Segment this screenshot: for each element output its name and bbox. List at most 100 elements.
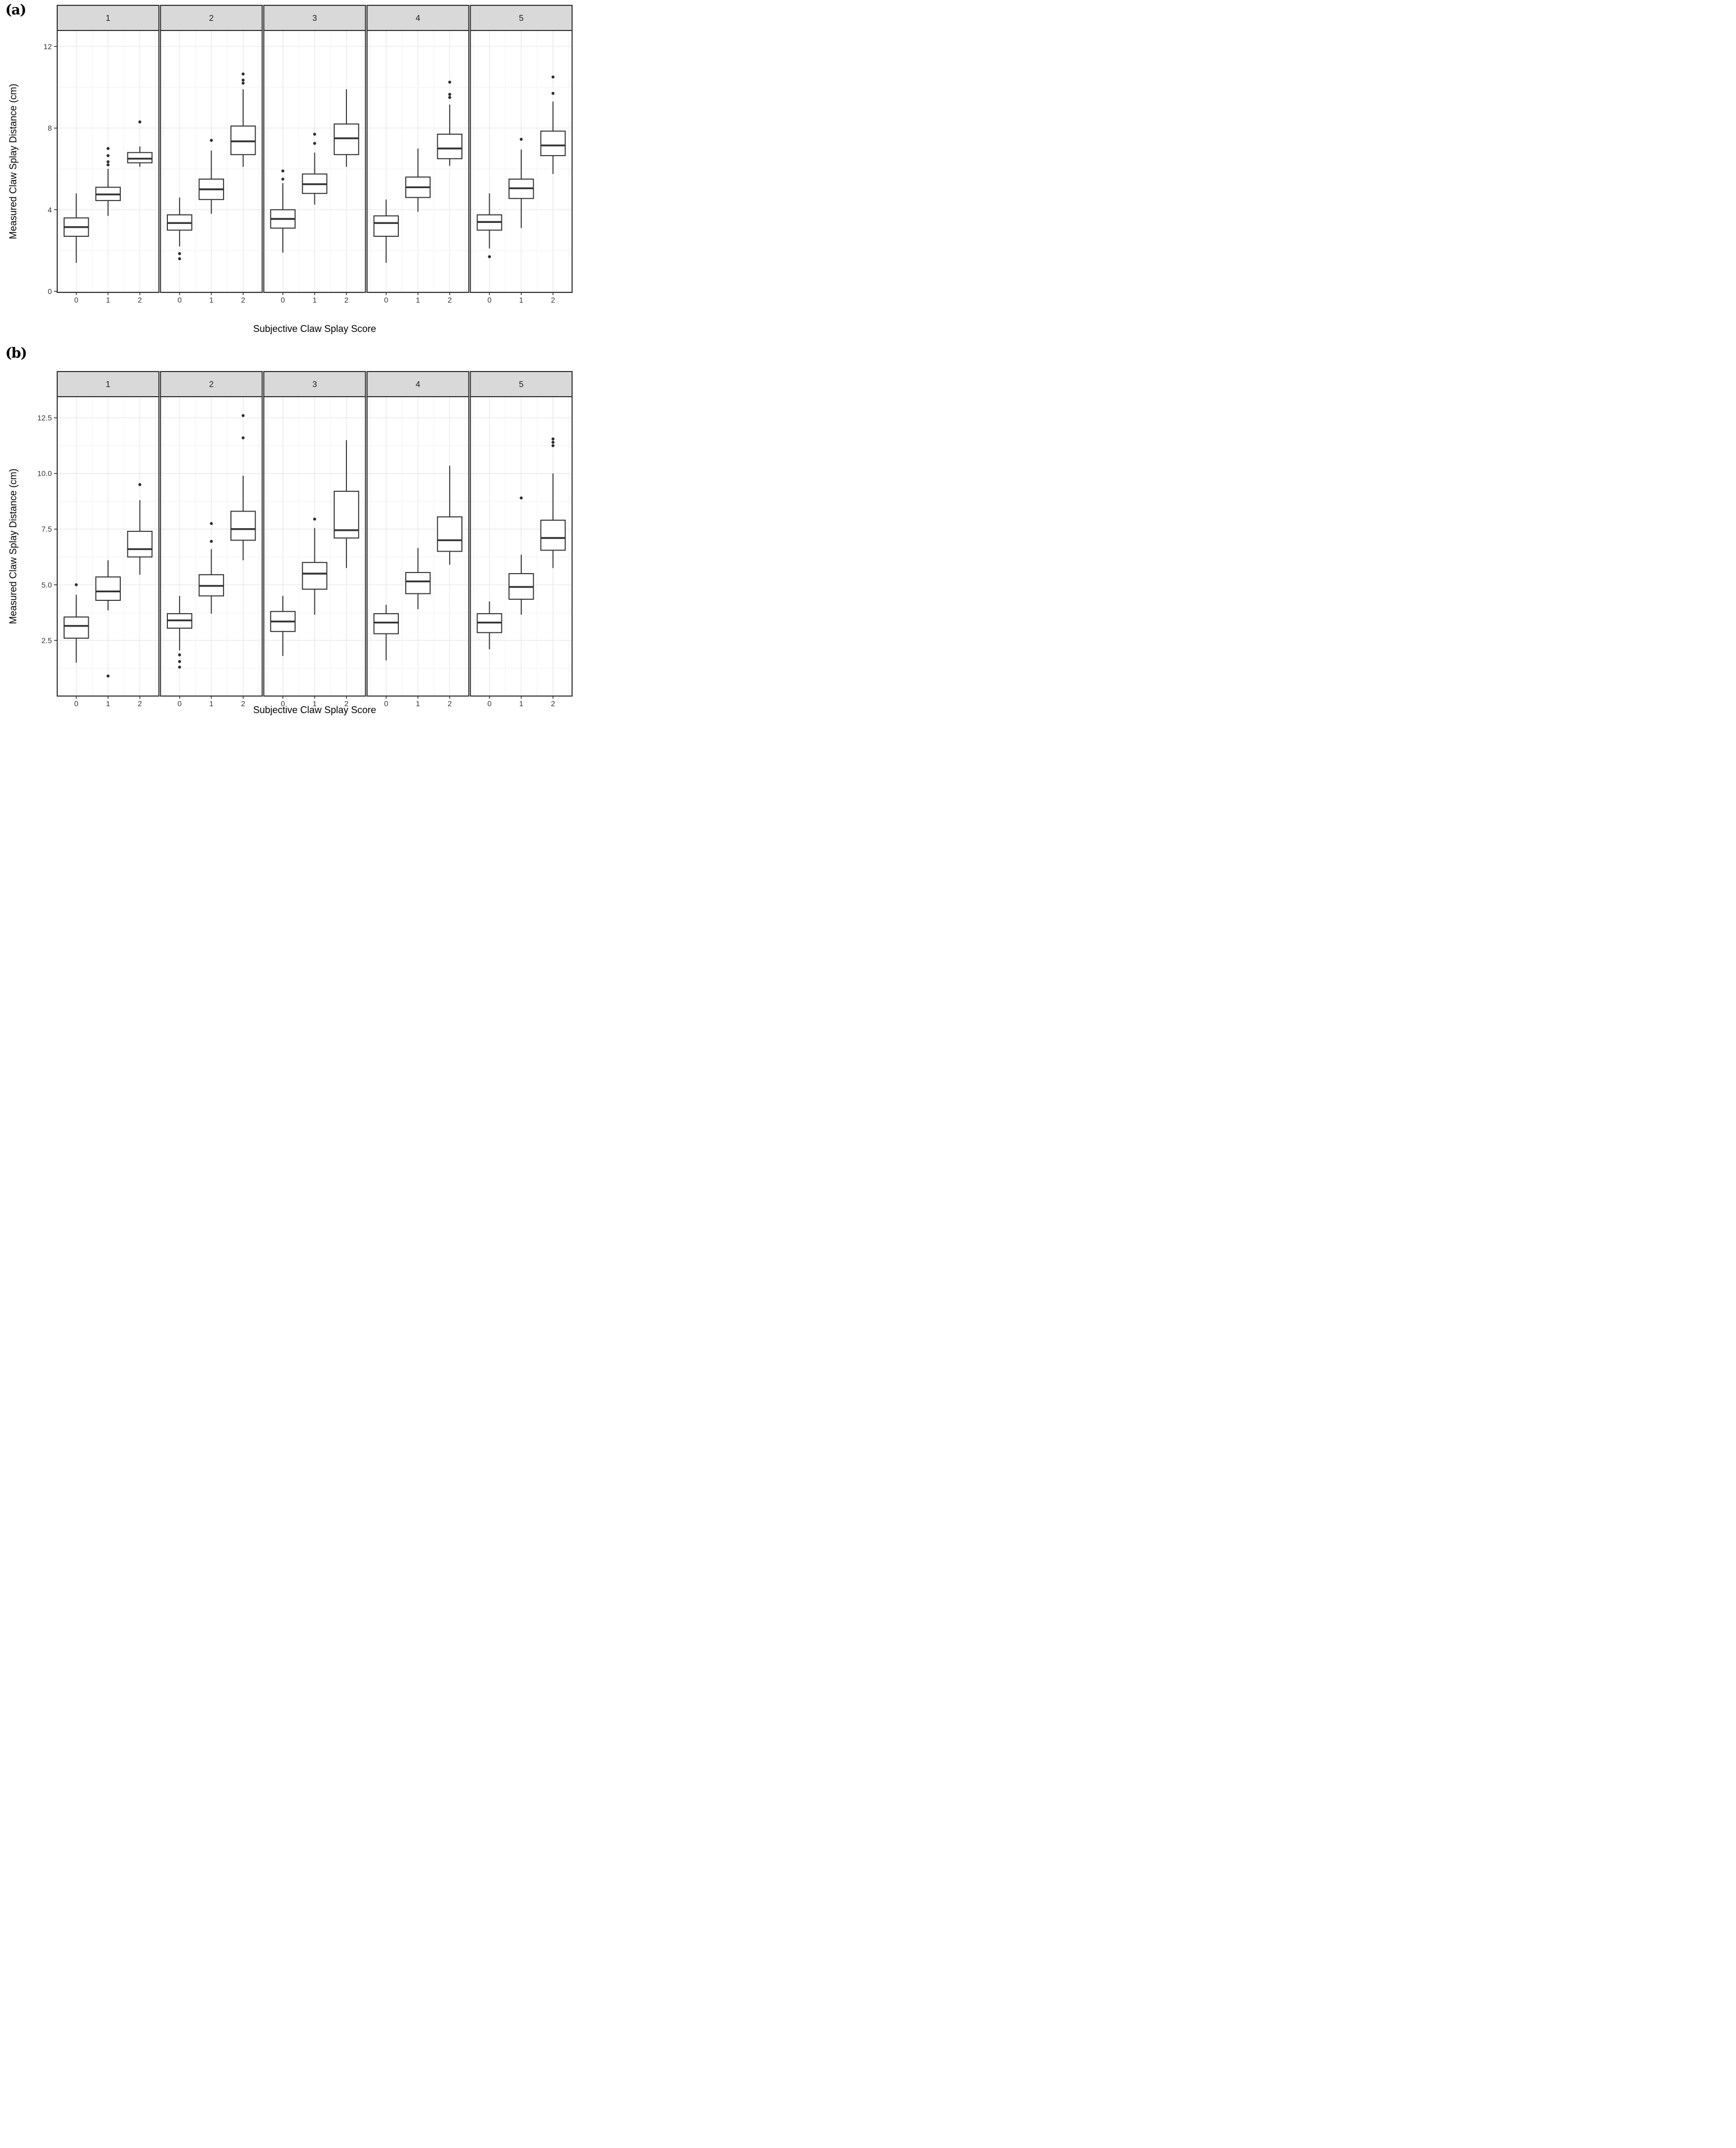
facet-strip-label: 5 xyxy=(519,380,524,389)
x-tick-label: 1 xyxy=(106,296,110,304)
outlier-point xyxy=(106,146,110,150)
outlier-point xyxy=(210,138,213,142)
outlier-point xyxy=(448,92,451,96)
boxplot-box xyxy=(63,616,89,639)
x-tick-label: 1 xyxy=(313,699,317,708)
outlier-point xyxy=(241,72,245,76)
x-tick-label: 2 xyxy=(344,296,349,304)
outlier-point xyxy=(106,160,110,164)
x-tick-label: 1 xyxy=(519,296,523,304)
outlier-point xyxy=(551,441,555,444)
y-tick-label: 12 xyxy=(43,42,52,51)
outlier-point xyxy=(241,81,245,85)
x-tick-label: 0 xyxy=(74,296,79,304)
x-tick-label: 2 xyxy=(241,296,245,304)
facet-strip xyxy=(263,5,366,31)
facet-strip xyxy=(57,371,160,397)
facet-strip xyxy=(469,5,573,31)
x-tick-label: 2 xyxy=(241,699,245,708)
boxplot-box xyxy=(334,123,359,156)
x-tick-label: 2 xyxy=(344,699,349,708)
outlier-point xyxy=(551,444,555,447)
facet-strip xyxy=(263,371,366,397)
x-tick-label: 2 xyxy=(138,699,142,708)
outlier-point xyxy=(210,522,213,526)
x-tick-label: 0 xyxy=(384,699,388,708)
outlier-point xyxy=(520,137,523,141)
outlier-point xyxy=(106,674,110,678)
outlier-point xyxy=(106,163,110,167)
x-tick-label: 1 xyxy=(313,296,317,304)
facet-strip-label: 3 xyxy=(312,380,317,389)
facet-strip-label: 2 xyxy=(209,14,214,23)
x-tick-label: 1 xyxy=(416,296,420,304)
outlier-point xyxy=(241,436,245,439)
boxplot-box xyxy=(230,125,256,156)
facet-strip-label: 4 xyxy=(415,380,420,389)
x-tick-label: 0 xyxy=(281,699,285,708)
panel-b-y-axis-title: Measured Claw Splay Distance (cm) xyxy=(7,468,19,624)
facet-strip-label: 3 xyxy=(312,14,317,23)
x-tick-label: 0 xyxy=(74,699,79,708)
outlier-point xyxy=(178,252,181,256)
facet-strip-label: 5 xyxy=(519,14,524,23)
outlier-point xyxy=(448,96,451,99)
outlier-point xyxy=(448,80,451,84)
panel-a-x-axis-title: Subjective Claw Splay Score xyxy=(253,323,376,334)
outlier-point xyxy=(241,414,245,418)
panel-b-x-axis-title: Subjective Claw Splay Score xyxy=(253,705,376,715)
outlier-point xyxy=(178,666,181,669)
boxplot-box xyxy=(540,520,566,551)
x-tick-label: 2 xyxy=(447,296,452,304)
outlier-point xyxy=(138,120,142,123)
outlier-point xyxy=(138,483,142,486)
x-tick-label: 0 xyxy=(488,699,492,708)
panel-b-letter: (b) xyxy=(5,345,27,361)
facet-strip xyxy=(366,5,469,31)
boxplot-box xyxy=(540,130,566,157)
y-tick-label: 8 xyxy=(48,124,52,133)
x-tick-label: 1 xyxy=(519,699,523,708)
boxplot-box xyxy=(373,215,399,237)
facet-strip xyxy=(57,5,160,31)
outlier-point xyxy=(313,133,317,136)
boxplot-box xyxy=(127,530,153,558)
y-tick-label: 4 xyxy=(48,205,52,214)
facet-strip-label: 4 xyxy=(415,14,420,23)
panel-a-letter: (a) xyxy=(5,2,26,18)
x-tick-label: 2 xyxy=(138,296,142,304)
x-tick-label: 0 xyxy=(488,296,492,304)
boxplot-box xyxy=(95,576,121,601)
facet-strip xyxy=(366,371,469,397)
outlier-point xyxy=(210,539,213,543)
outlier-point xyxy=(106,154,110,157)
boxplot-box xyxy=(302,562,328,590)
boxplot-box xyxy=(127,152,153,164)
boxplot-box xyxy=(405,571,431,594)
y-tick-label: 2.5 xyxy=(42,636,52,645)
boxplot-chart-b: 0 1 2 1 0 1 2 2 0 1 2 3 0 1 2 4 0 1 2 5 2.5 5.0 7.5 10.0 12.5 xyxy=(37,371,573,708)
outlier-point xyxy=(313,517,317,521)
boxplot-box xyxy=(230,511,256,541)
x-tick-label: 1 xyxy=(209,296,213,304)
boxplot-box xyxy=(373,613,399,635)
x-tick-label: 0 xyxy=(384,296,388,304)
outlier-point xyxy=(178,653,181,656)
outlier-point xyxy=(74,583,78,586)
x-tick-label: 2 xyxy=(551,699,555,708)
outlier-point xyxy=(488,255,491,258)
facet-strip xyxy=(160,5,263,31)
outlier-point xyxy=(178,257,181,260)
facet-strip xyxy=(160,371,263,397)
outlier-point xyxy=(281,177,284,181)
facet-strip-label: 2 xyxy=(209,380,214,389)
outlier-point xyxy=(178,660,181,663)
x-tick-label: 2 xyxy=(447,699,452,708)
panel-a-y-axis-title: Measured Claw Splay Distance (cm) xyxy=(7,83,19,239)
boxplot-box xyxy=(437,516,462,552)
outlier-point xyxy=(241,79,245,82)
x-tick-label: 1 xyxy=(416,699,420,708)
y-tick-label: 12.5 xyxy=(37,414,52,422)
boxplot-box xyxy=(437,134,462,159)
x-tick-label: 1 xyxy=(209,699,213,708)
